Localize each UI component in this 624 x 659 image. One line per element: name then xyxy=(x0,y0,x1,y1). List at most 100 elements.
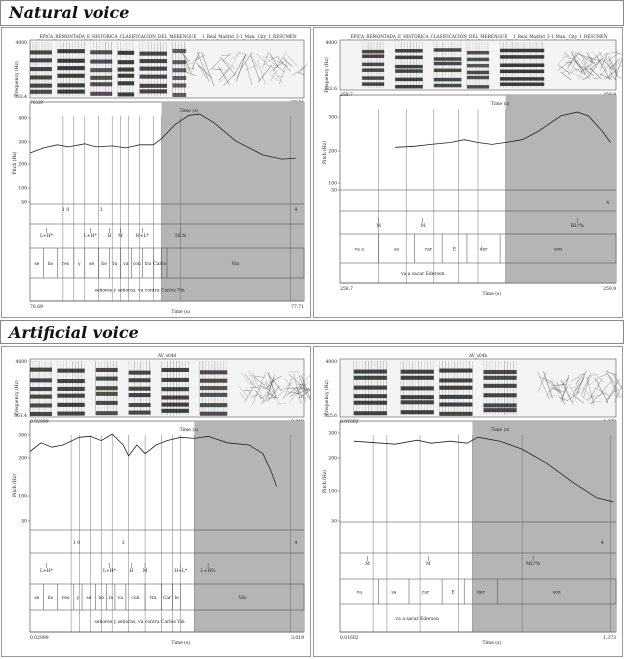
spectrogram-noise xyxy=(589,57,600,62)
spectrogram-formant-band xyxy=(395,49,423,53)
syllable-label: ño xyxy=(48,594,54,601)
time-start-label: 0.01602 xyxy=(340,419,359,425)
spectrogram-title: AV_s04d xyxy=(157,353,176,358)
spectrogram-noise xyxy=(295,392,308,399)
spectrogram-formant-band xyxy=(57,73,85,78)
freq-top-label: 4000 xyxy=(326,40,338,46)
syllable-label: der xyxy=(477,590,486,596)
bottom-time-end: 1.373 xyxy=(603,635,616,641)
spectrogram-noise xyxy=(589,374,599,377)
spectrogram-noise xyxy=(263,63,276,69)
spectrogram-noise xyxy=(552,384,567,386)
spectrogram-formant-band xyxy=(30,58,52,63)
time-axis-label: Time (s) xyxy=(491,100,510,107)
spectrogram-noise xyxy=(556,381,566,405)
tone-label: H+L* xyxy=(174,568,188,574)
spectrogram-formant-band xyxy=(500,55,545,59)
spectrogram-title: _ÉPICA_REMONTADA_E_HISTÓRICA_CLASIFICACI… xyxy=(348,34,608,39)
time-start-label: 0.02999 xyxy=(30,419,49,425)
spectrogram-noise xyxy=(609,57,621,70)
syllable-label: ra xyxy=(108,596,113,601)
spectrogram-noise xyxy=(184,70,197,77)
spectrogram-formant-band xyxy=(117,92,135,97)
break-index-label: 4 xyxy=(294,540,297,546)
spectrogram-noise xyxy=(583,373,591,398)
spectrogram-noise xyxy=(277,57,291,72)
spectrogram-formant-band xyxy=(439,394,473,399)
spectrogram-noise xyxy=(267,385,280,402)
syllable-label: car xyxy=(425,248,433,253)
spectrogram-noise xyxy=(299,373,310,388)
syllable-label: con xyxy=(131,596,139,601)
spectrogram-formant-band xyxy=(95,367,118,372)
spectrogram-noise xyxy=(296,381,309,396)
spectrogram-noise xyxy=(599,61,613,77)
spectrogram-noise xyxy=(236,65,244,79)
freq-top-label: 4000 xyxy=(16,40,28,46)
spectrogram-noise xyxy=(287,391,300,394)
spectrogram-noise xyxy=(561,374,570,402)
spectrogram-noise xyxy=(567,52,578,71)
natural-voice-header: Natural voice xyxy=(0,0,624,26)
spectrogram-formant-band xyxy=(161,395,189,400)
spectrogram-formant-band xyxy=(90,50,113,55)
spectrogram-formant-band xyxy=(57,49,85,54)
spectrogram-noise xyxy=(210,58,222,70)
spectrogram-formant-band xyxy=(500,77,545,81)
spectrogram-noise xyxy=(301,375,310,399)
spectrogram-formant-band xyxy=(439,368,473,373)
spectrogram-noise xyxy=(583,57,592,72)
spectrogram-formant-band xyxy=(161,377,189,382)
spectrogram-noise xyxy=(283,377,293,400)
spectrogram-formant-band xyxy=(172,68,187,73)
spectrogram-noise xyxy=(591,395,598,405)
syllable-label: lo xyxy=(175,595,179,601)
spectrogram-formant-band xyxy=(128,402,151,408)
sentence-label: señores y señoras, va contra Carlos Vin xyxy=(94,287,184,294)
pitch-tick-label: 50 xyxy=(331,519,337,525)
spectrogram-noise xyxy=(181,52,190,63)
syllable-label: sa xyxy=(391,591,396,596)
spectrogram-noise xyxy=(580,375,592,395)
spectrogram-title: AV_s04b xyxy=(468,353,487,358)
spectrogram-noise xyxy=(299,63,309,74)
spectrogram-noise xyxy=(584,68,594,77)
spectrogram-formant-band xyxy=(30,67,52,72)
spectrogram-noise xyxy=(581,375,590,395)
spectrogram-noise xyxy=(614,384,622,403)
spectrogram-formant-band xyxy=(400,410,434,415)
spectrogram-noise xyxy=(251,372,265,402)
spectrogram-noise xyxy=(271,67,283,84)
spectrogram-noise xyxy=(256,53,268,65)
spectrogram-noise xyxy=(230,52,240,60)
spectrogram-noise xyxy=(567,51,580,67)
spectrogram-noise xyxy=(284,378,296,392)
spectrogram-noise xyxy=(577,54,590,80)
spectrogram-noise xyxy=(609,70,616,81)
tone-label: H xyxy=(107,233,111,239)
natural-right-figure: _ÉPICA_REMONTADA_E_HISTÓRICA_CLASIFICACI… xyxy=(321,34,622,297)
spectrogram-noise xyxy=(196,51,210,82)
spectrogram-noise xyxy=(586,377,595,406)
tone-label: H xyxy=(129,568,133,574)
spectrogram-formant-band xyxy=(30,75,52,80)
spectrogram-formant-band xyxy=(400,386,434,391)
spectrogram-formant-band xyxy=(199,378,228,383)
spectrogram-formant-band xyxy=(128,370,151,375)
spectrogram-noise xyxy=(267,55,279,62)
spectrogram-noise xyxy=(259,385,269,390)
spectrogram-noise xyxy=(600,53,608,70)
spectrogram-noise xyxy=(296,387,310,390)
spectrogram-noise xyxy=(614,64,622,71)
spectrogram-formant-band xyxy=(30,378,52,383)
spectrogram-noise xyxy=(230,52,240,70)
spectrogram-noise xyxy=(599,73,613,80)
spectrogram-formant-band xyxy=(90,91,113,96)
syllable-label: Car xyxy=(163,595,172,601)
spectrogram-noise xyxy=(597,381,612,398)
tone-label: L+H% xyxy=(201,568,217,574)
spectrogram-formant-band xyxy=(353,369,387,374)
spectrogram-noise xyxy=(255,390,262,400)
spectrogram-formant-band xyxy=(433,83,462,88)
